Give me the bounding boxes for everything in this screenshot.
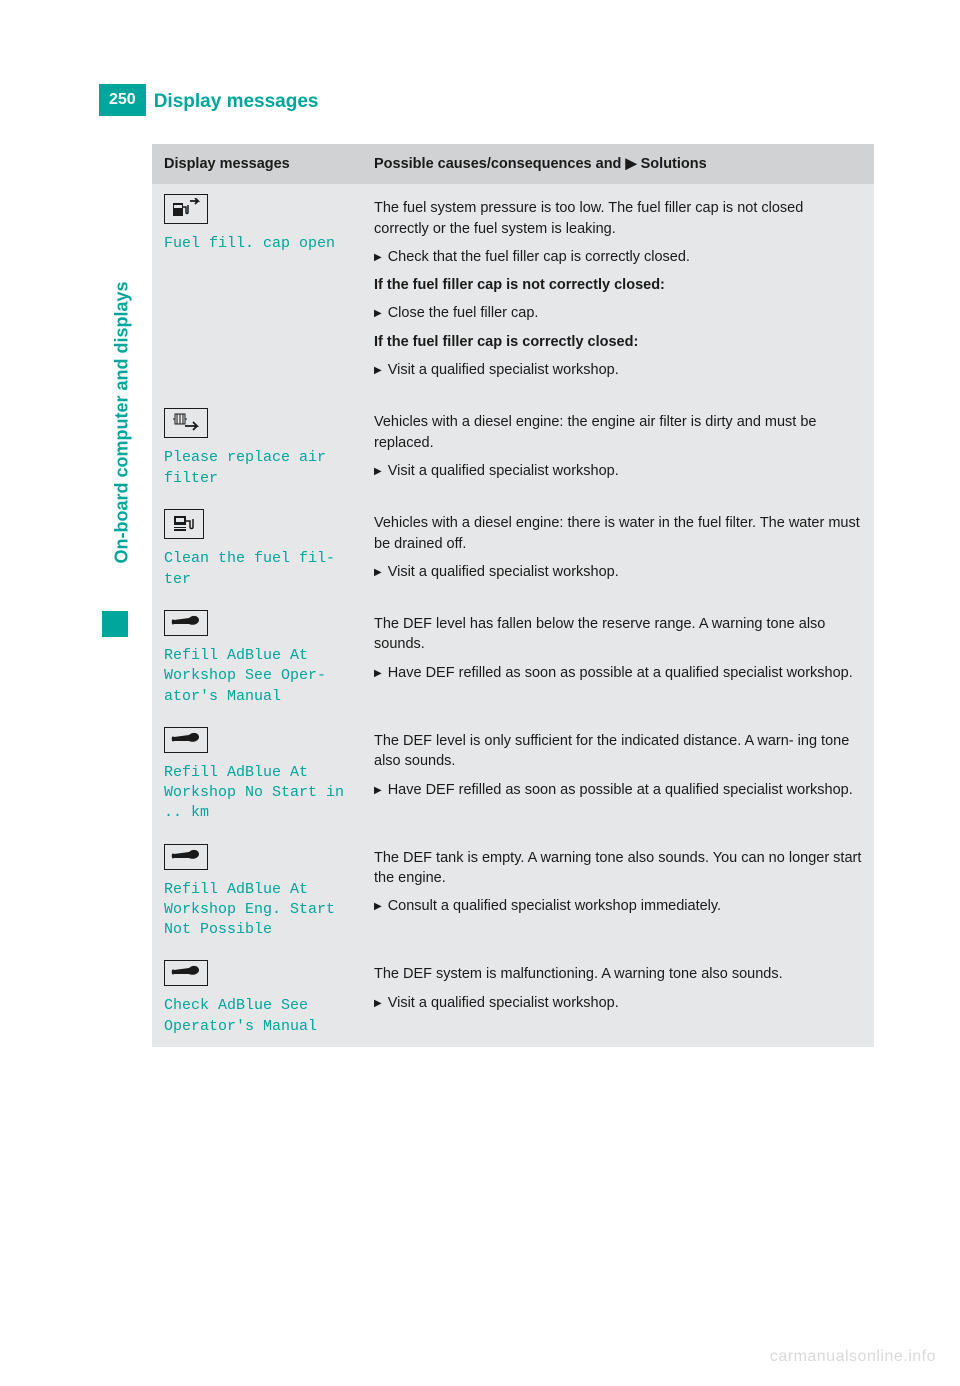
side-tab-label: On-board computer and displays xyxy=(112,258,133,588)
page-number: 250 xyxy=(99,84,146,116)
display-message-text: Clean the fuel fil‐ ter xyxy=(164,549,350,590)
row-message-cell: Check AdBlue See Operator's Manual xyxy=(152,950,362,1047)
table-row: Check AdBlue See Operator's Manual The DE… xyxy=(152,950,874,1047)
action-step: Check that the fuel filler cap is correc… xyxy=(374,247,862,267)
row-message-cell: Clean the fuel fil‐ ter xyxy=(152,499,362,600)
action-step: Have DEF refilled as soon as possible at… xyxy=(374,780,862,800)
row-solution-cell: The DEF system is malfunctioning. A warn… xyxy=(362,950,874,1047)
row-message-cell: Fuel fill. cap open xyxy=(152,184,362,398)
wrench-icon xyxy=(164,960,208,986)
th2-arrow: ▶ xyxy=(625,154,636,174)
action-step: Have DEF refilled as soon as possible at… xyxy=(374,663,862,683)
fuel-pump-icon xyxy=(164,509,204,539)
side-tab: On-board computer and displays xyxy=(99,247,131,639)
body-text: The DEF level has fallen below the reser… xyxy=(374,614,862,655)
display-message-text: Check AdBlue See Operator's Manual xyxy=(164,996,350,1037)
action-step: Visit a qualified specialist workshop. xyxy=(374,562,862,582)
table-row: Refill AdBlue At Workshop Eng. Start Not… xyxy=(152,834,874,951)
th2-pre: Possible causes/consequences and xyxy=(374,156,625,172)
row-solution-cell: Vehicles with a diesel engine: there is … xyxy=(362,499,874,600)
body-text: The DEF tank is empty. A warning tone al… xyxy=(374,848,862,889)
display-messages-table: Display messages Possible causes/consequ… xyxy=(152,144,874,1047)
display-message-text: Fuel fill. cap open xyxy=(164,234,350,254)
row-solution-cell: The DEF tank is empty. A warning tone al… xyxy=(362,834,874,951)
display-message-text: Refill AdBlue At Workshop No Start in ..… xyxy=(164,763,350,824)
action-step: Close the fuel filler cap. xyxy=(374,303,862,323)
body-text: The DEF level is only sufficient for the… xyxy=(374,731,862,772)
row-solution-cell: The DEF level has fallen below the reser… xyxy=(362,600,874,717)
side-tab-marker xyxy=(102,611,128,637)
row-message-cell: Please replace air filter xyxy=(152,398,362,499)
table-header-col1: Display messages xyxy=(152,144,362,184)
row-solution-cell: The fuel system pressure is too low. The… xyxy=(362,184,874,398)
condition-heading: If the fuel filler cap is not correctly … xyxy=(374,275,862,295)
row-message-cell: Refill AdBlue At Workshop Eng. Start Not… xyxy=(152,834,362,951)
row-solution-cell: Vehicles with a diesel engine: the engin… xyxy=(362,398,874,499)
wrench-icon xyxy=(164,610,208,636)
table-row: Refill AdBlue At Workshop See Oper‐ ator… xyxy=(152,600,874,717)
wrench-icon xyxy=(164,844,208,870)
fuel-arrow-icon xyxy=(164,194,208,224)
action-step: Visit a qualified specialist workshop. xyxy=(374,360,862,380)
action-step: Consult a qualified specialist workshop … xyxy=(374,896,862,916)
row-solution-cell: The DEF level is only sufficient for the… xyxy=(362,717,874,834)
page-header: 250 Display messages xyxy=(99,84,960,116)
display-message-text: Refill AdBlue At Workshop Eng. Start Not… xyxy=(164,880,350,941)
display-message-text: Please replace air filter xyxy=(164,448,350,489)
page-title: Display messages xyxy=(146,84,319,116)
air-filter-icon xyxy=(164,408,208,438)
row-message-cell: Refill AdBlue At Workshop No Start in ..… xyxy=(152,717,362,834)
table-row: Fuel fill. cap open The fuel system press… xyxy=(152,184,874,398)
table-row: Please replace air filter Vehicles with a… xyxy=(152,398,874,499)
row-message-cell: Refill AdBlue At Workshop See Oper‐ ator… xyxy=(152,600,362,717)
watermark: carmanualsonline.info xyxy=(770,1348,936,1366)
body-text: Vehicles with a diesel engine: the engin… xyxy=(374,412,862,453)
body-text: The fuel system pressure is too low. The… xyxy=(374,198,862,239)
action-step: Visit a qualified specialist workshop. xyxy=(374,993,862,1013)
th2-post: Solutions xyxy=(637,156,707,172)
table-header-col2: Possible causes/consequences and ▶ Solut… xyxy=(362,144,874,184)
table-row: Refill AdBlue At Workshop No Start in ..… xyxy=(152,717,874,834)
table-row: Clean the fuel fil‐ ter Vehicles with a d… xyxy=(152,499,874,600)
wrench-icon xyxy=(164,727,208,753)
display-message-text: Refill AdBlue At Workshop See Oper‐ ator… xyxy=(164,646,350,707)
body-text: Vehicles with a diesel engine: there is … xyxy=(374,513,862,554)
action-step: Visit a qualified specialist workshop. xyxy=(374,461,862,481)
condition-heading: If the fuel filler cap is correctly clos… xyxy=(374,332,862,352)
body-text: The DEF system is malfunctioning. A warn… xyxy=(374,964,862,984)
